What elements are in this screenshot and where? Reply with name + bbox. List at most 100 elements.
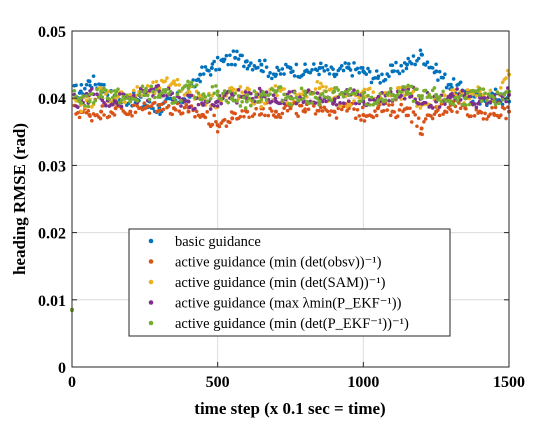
data-point (432, 70, 437, 75)
data-point (481, 87, 486, 92)
data-point (268, 106, 272, 111)
data-point (189, 80, 194, 85)
data-point (214, 120, 218, 124)
data-point (83, 103, 87, 108)
x-axis-label: time step (x 0.1 sec = time) (194, 399, 385, 418)
data-point (317, 72, 321, 77)
data-point (210, 84, 215, 89)
data-point (138, 90, 143, 94)
data-point (77, 91, 82, 95)
data-point (402, 96, 407, 101)
data-point (312, 62, 316, 66)
data-point (374, 69, 379, 73)
data-point (313, 112, 318, 116)
data-point (485, 98, 489, 103)
y-tick-label: 0 (58, 360, 66, 377)
data-point (436, 78, 440, 82)
data-point (385, 108, 390, 112)
data-point (254, 106, 258, 111)
data-point (264, 90, 269, 94)
data-point (493, 105, 498, 110)
data-point (463, 96, 468, 101)
data-point (242, 64, 246, 69)
data-point (245, 66, 250, 71)
data-point (325, 68, 330, 72)
data-point (334, 116, 339, 120)
legend-label: active guidance (min (det(obsv))⁻¹) (175, 255, 382, 271)
data-point (163, 100, 168, 104)
data-point (455, 110, 459, 114)
data-point (287, 65, 292, 69)
data-point (145, 93, 150, 98)
data-point (97, 82, 101, 86)
data-point (420, 53, 424, 57)
data-point (231, 49, 236, 53)
data-point (306, 101, 311, 106)
data-point (166, 92, 171, 96)
data-point (493, 87, 498, 92)
data-point (142, 89, 147, 94)
data-point (404, 66, 409, 71)
data-point (465, 91, 470, 96)
data-point (317, 65, 322, 70)
data-point (320, 91, 325, 96)
data-point (145, 104, 150, 108)
data-point (324, 99, 328, 104)
data-point (245, 93, 250, 97)
data-point (444, 85, 449, 90)
data-point (212, 59, 216, 64)
data-point (137, 92, 141, 97)
y-tick-label: 0.01 (38, 293, 66, 310)
data-point (408, 91, 412, 96)
data-point (291, 96, 295, 101)
data-point (465, 88, 470, 92)
data-point (402, 107, 407, 112)
data-point (282, 72, 286, 76)
data-point (362, 119, 367, 123)
data-point (415, 124, 419, 129)
data-point (392, 110, 397, 114)
data-point (261, 69, 265, 74)
data-point (469, 114, 473, 118)
data-point (425, 60, 430, 65)
data-point (196, 91, 201, 95)
data-point (504, 76, 508, 80)
data-point (117, 101, 122, 105)
data-point (72, 89, 77, 93)
data-point (271, 93, 276, 98)
data-point (346, 99, 351, 104)
data-point (303, 89, 307, 94)
data-point (317, 108, 321, 113)
data-point (341, 94, 346, 99)
data-point (387, 74, 391, 79)
data-point (409, 120, 414, 124)
data-point (413, 113, 417, 117)
data-point (395, 92, 400, 97)
data-point (432, 86, 437, 90)
data-point (112, 113, 117, 117)
data-point (249, 91, 253, 96)
data-point (450, 88, 454, 92)
data-point (259, 92, 264, 97)
data-point (180, 111, 185, 115)
data-point (163, 79, 168, 83)
data-point (91, 74, 96, 78)
data-point (257, 58, 262, 63)
data-point (499, 86, 503, 90)
data-point (455, 87, 459, 91)
data-point (173, 108, 178, 112)
data-point (380, 72, 384, 77)
data-point (147, 97, 152, 102)
data-point (362, 87, 367, 92)
data-point (263, 113, 267, 118)
data-point (352, 61, 356, 65)
data-point (229, 62, 234, 67)
data-point (261, 90, 265, 94)
data-point (275, 89, 279, 93)
data-point (100, 95, 105, 99)
data-point (315, 80, 320, 84)
data-point (79, 101, 84, 105)
data-point (247, 115, 251, 120)
data-point (387, 103, 391, 107)
data-point (277, 112, 281, 117)
